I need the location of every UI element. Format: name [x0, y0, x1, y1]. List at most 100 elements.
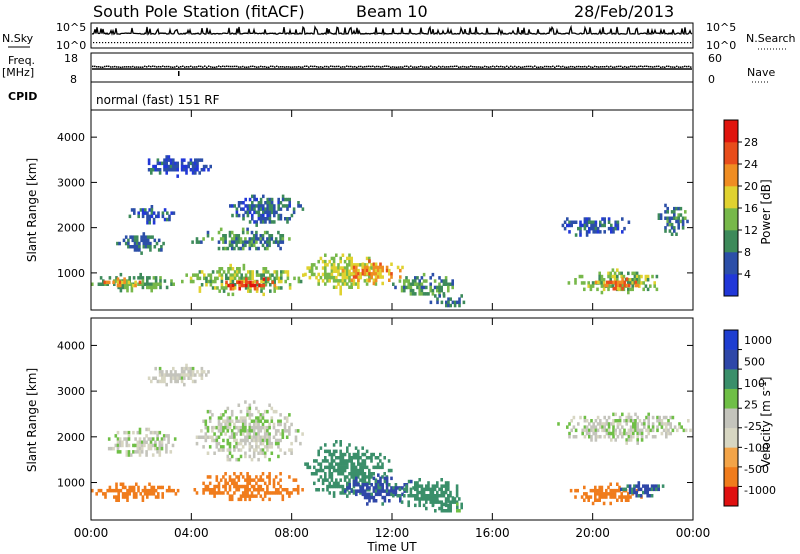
velocity-cell [114, 434, 118, 438]
velocity-cell [237, 448, 241, 452]
velocity-cell [283, 416, 287, 420]
velocity-cell [290, 422, 293, 427]
freq-dot [146, 66, 148, 68]
velocity-cell [649, 428, 653, 433]
velocity-cell [601, 422, 604, 426]
velocity-cell [104, 495, 107, 499]
velocity-cell [222, 448, 225, 452]
freq-dot [336, 65, 338, 68]
velocity-cell [116, 430, 120, 435]
nsearch-dot [369, 42, 371, 44]
velocity-cell [279, 413, 282, 417]
power-cell [230, 243, 234, 248]
power-cell [198, 286, 202, 290]
cpid-label: CPID [8, 90, 37, 103]
velocity-cell [244, 429, 247, 433]
velocity-cell [244, 425, 247, 430]
power-cell [191, 164, 195, 169]
velocity-cell [433, 487, 437, 492]
velocity-cell [156, 379, 160, 384]
power-cell [664, 226, 667, 230]
velocity-cell [169, 370, 173, 374]
velocity-cell [341, 462, 345, 466]
power-cell [185, 273, 188, 277]
power-cell [339, 259, 342, 264]
power-cell [107, 280, 111, 285]
cpid-strip: CPID normal (fast) 151 RF [8, 82, 694, 110]
power-cell [400, 288, 404, 293]
velocity-cell [332, 484, 336, 489]
power-cell [152, 211, 156, 215]
power-cell [681, 216, 685, 220]
power-cell [268, 220, 272, 224]
velocity-cell [222, 413, 225, 417]
velocity-cell [239, 448, 243, 452]
freq-dot [390, 66, 392, 69]
velocity-cell [372, 489, 376, 493]
velocity-cell [121, 443, 124, 448]
velocity-cell [394, 492, 398, 497]
velocity-cell [217, 425, 221, 430]
power-cell [147, 168, 151, 172]
freq-dot [628, 66, 630, 68]
power-cell [248, 207, 252, 211]
velocity-cell [194, 379, 197, 384]
velocity-cell [324, 443, 327, 447]
velocity-cell [237, 488, 241, 492]
velocity-cell [235, 432, 238, 436]
velocity-cell [246, 491, 249, 495]
velocity-cell [341, 468, 345, 473]
velocity-cell [285, 488, 289, 492]
power-cell [684, 216, 687, 220]
nsearch-dot [213, 42, 215, 44]
power-cell [603, 217, 606, 221]
velocity-cell [239, 429, 243, 433]
velocity-cell [636, 431, 639, 436]
velocity-cell [125, 437, 129, 441]
velocity-cell [326, 478, 329, 482]
power-cell [231, 287, 235, 291]
velocity-cell [127, 443, 131, 448]
velocity-cell [433, 500, 437, 504]
velocity-cell [330, 462, 334, 466]
freq-dot [106, 65, 108, 68]
velocity-cell [285, 416, 289, 420]
velocity-cell [447, 487, 450, 492]
velocity-cell [324, 472, 327, 476]
freq-dot [466, 66, 468, 68]
freq-dot [128, 66, 130, 68]
power-cell [148, 221, 151, 225]
power-cell [403, 285, 406, 290]
velocity-cell [136, 430, 140, 435]
power-cell [266, 201, 269, 205]
velocity-cell [616, 435, 620, 439]
velocity-cell [261, 488, 265, 492]
velocity-cell [200, 373, 204, 377]
freq-dot [346, 65, 348, 67]
velocity-cell [339, 491, 342, 495]
velocity-cell [607, 492, 610, 496]
nsearch-dot [630, 42, 632, 44]
power-cell [600, 281, 604, 285]
power-cell [144, 235, 148, 239]
velocity-cell [379, 452, 382, 457]
power-cell [326, 279, 329, 283]
power-cell [374, 282, 378, 286]
velocity-cell [272, 435, 276, 439]
power-cell [411, 288, 415, 293]
freq-dot [170, 66, 172, 68]
velocity-cell [319, 468, 323, 473]
power-cell [348, 253, 351, 257]
velocity-cell [250, 438, 254, 443]
velocity-cell [222, 425, 225, 430]
velocity-cell [268, 438, 271, 443]
velocity-cell [598, 485, 601, 490]
power-cell [444, 282, 448, 286]
velocity-cell [165, 434, 168, 438]
power-cell [414, 292, 417, 296]
power-cell [229, 276, 232, 281]
power-cell [381, 275, 384, 279]
power-cell [332, 275, 336, 280]
velocity-cell [277, 429, 280, 433]
power-cell [589, 287, 593, 292]
